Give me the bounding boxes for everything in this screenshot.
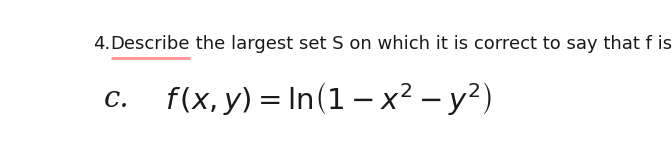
Text: Describe: Describe — [111, 35, 190, 53]
Text: c.: c. — [103, 85, 130, 113]
Text: the largest set S on which it is correct to say that f is continuous: the largest set S on which it is correct… — [190, 35, 672, 53]
Text: 4.: 4. — [93, 35, 111, 53]
Text: $f\,(x,y) = \ln\!\left(1 - x^2 - y^2\right)$: $f\,(x,y) = \ln\!\left(1 - x^2 - y^2\rig… — [165, 80, 491, 117]
